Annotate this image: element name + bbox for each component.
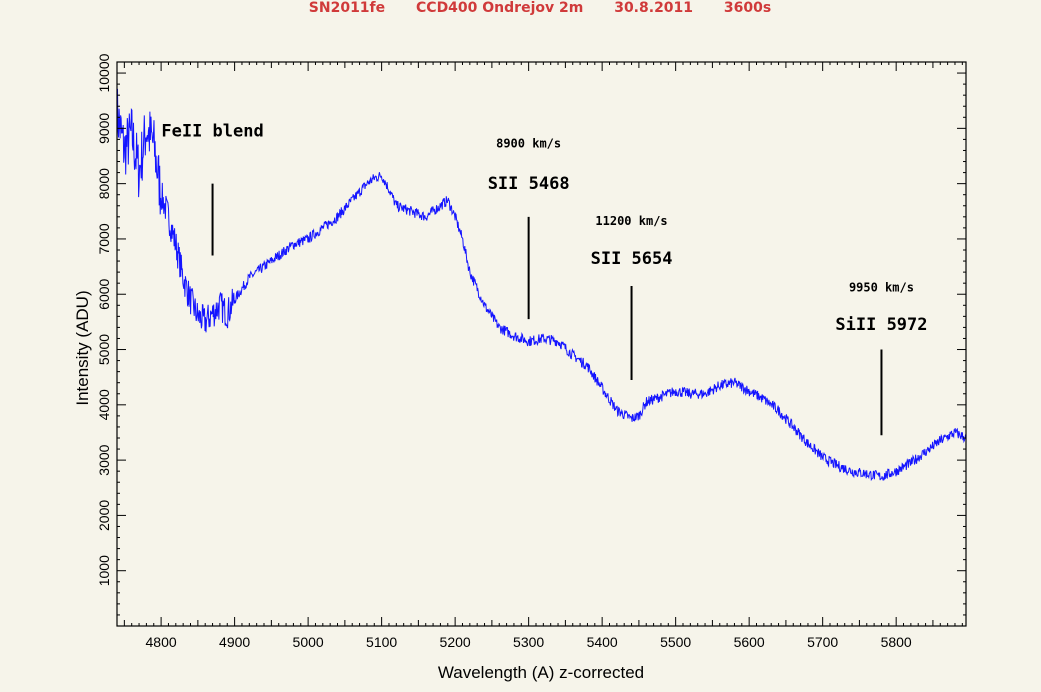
y-tick-label: 2000 <box>96 500 112 531</box>
x-tick-label: 5000 <box>293 634 324 650</box>
header-exposure: 3600s <box>724 0 771 16</box>
y-tick-label: 1000 <box>96 555 112 586</box>
series-line <box>116 88 967 482</box>
header-object: SN2011fe <box>309 0 385 16</box>
x-tick-label: 4900 <box>219 634 250 650</box>
x-tick-label: 5300 <box>513 634 544 650</box>
annotation-velocity: 9950 km/s <box>849 280 914 294</box>
annotation-velocity: 8900 km/s <box>496 137 561 151</box>
y-tick-label: 9000 <box>96 113 112 144</box>
y-tick-label: 10000 <box>96 53 112 92</box>
x-tick-label: 5500 <box>660 634 691 650</box>
annotation-velocity: 11200 km/s <box>595 214 667 228</box>
x-tick-label: 5400 <box>587 634 618 650</box>
annotation-label: SiII 5972 <box>835 315 927 335</box>
x-tick-label: 5700 <box>807 634 838 650</box>
axes-group: 4800 4900 5000 5100 5200 5300 5400 5500 5600 5700… <box>96 53 967 650</box>
annotation-label: SII 5654 <box>591 249 673 269</box>
annotation-label: FeII blend <box>161 122 263 142</box>
x-tick-label: 5200 <box>440 634 471 650</box>
y-tick-label: 5000 <box>96 334 112 365</box>
y-axis-label: Intensity (ADU) <box>73 290 92 405</box>
x-axis-label: Wavelength (A) z-corrected <box>438 663 644 682</box>
x-tick-label: 5600 <box>734 634 765 650</box>
series-group <box>116 88 967 482</box>
y-tick-label: 7000 <box>96 223 112 254</box>
chart-header: SN2011fe CCD400 Ondrejov 2m 30.8.2011 36… <box>309 0 771 16</box>
x-tick-label: 4800 <box>146 634 177 650</box>
x-tick-label: 5100 <box>366 634 397 650</box>
y-tick-label: 6000 <box>96 278 112 309</box>
plot-frame <box>116 61 967 627</box>
annotation-label: SII 5468 <box>488 174 570 194</box>
x-tick-label: 5800 <box>881 634 912 650</box>
y-tick-label: 3000 <box>96 444 112 475</box>
annotations-group: FeII blend 8900 km/s SII 5468 11200 km/s SII… <box>161 122 928 436</box>
y-tick-label: 4000 <box>96 389 112 420</box>
y-tick-label: 8000 <box>96 168 112 199</box>
header-instrument: CCD400 Ondrejov 2m <box>416 0 583 16</box>
header-date: 30.8.2011 <box>614 0 693 16</box>
